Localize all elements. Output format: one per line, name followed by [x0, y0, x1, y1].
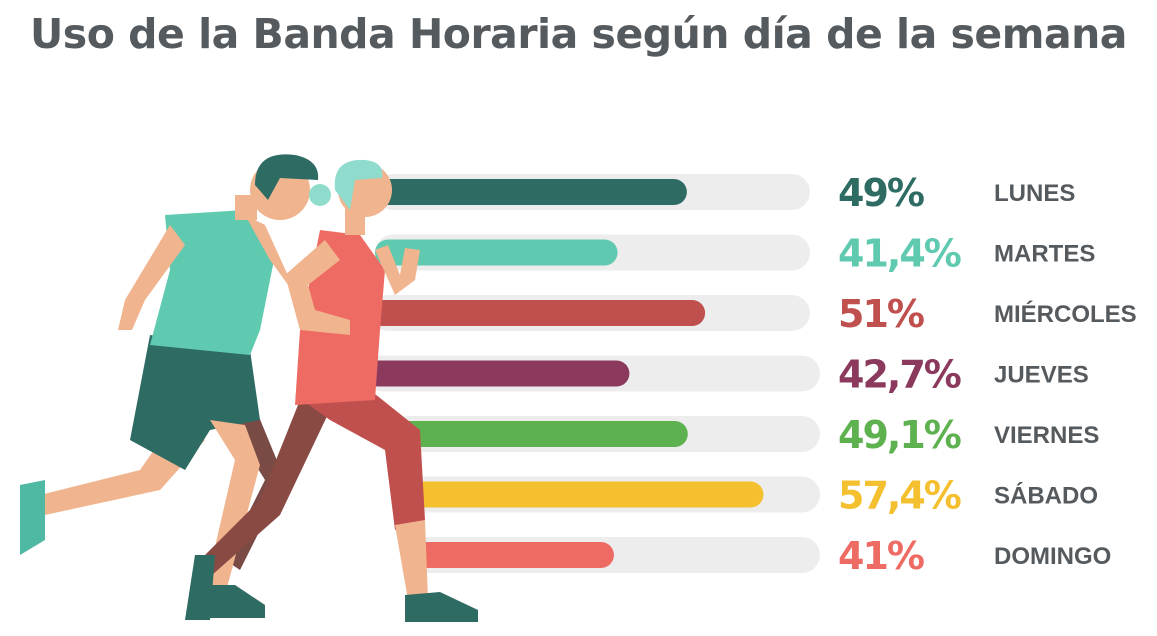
- runners-illustration: [20, 154, 478, 622]
- value-label: 42,7%: [838, 353, 961, 397]
- chart-title: Uso de la Banda Horaria según día de la …: [30, 10, 1127, 58]
- bar: [405, 481, 764, 508]
- category-label: VIERNES: [994, 422, 1099, 449]
- woman-runner-icon: [185, 159, 478, 622]
- value-label: 49%: [838, 171, 924, 215]
- bar: [365, 360, 630, 387]
- category-label: DOMINGO: [994, 543, 1111, 570]
- bar: [375, 179, 687, 205]
- category-label: JUEVES: [994, 362, 1089, 389]
- category-label: LUNES: [994, 180, 1075, 207]
- bar: [410, 542, 614, 568]
- bar: [370, 300, 706, 326]
- value-label: 57,4%: [838, 474, 961, 518]
- value-label: 51%: [838, 292, 924, 336]
- value-label: 41,4%: [838, 232, 961, 276]
- category-label: MIÉRCOLES: [994, 300, 1137, 328]
- bar: [390, 421, 688, 447]
- category-label: SÁBADO: [994, 482, 1098, 510]
- value-label: 41%: [838, 534, 924, 578]
- bar: [375, 239, 618, 266]
- category-label: MARTES: [994, 241, 1095, 268]
- value-label: 49,1%: [838, 413, 961, 457]
- man-runner-icon: [20, 154, 335, 618]
